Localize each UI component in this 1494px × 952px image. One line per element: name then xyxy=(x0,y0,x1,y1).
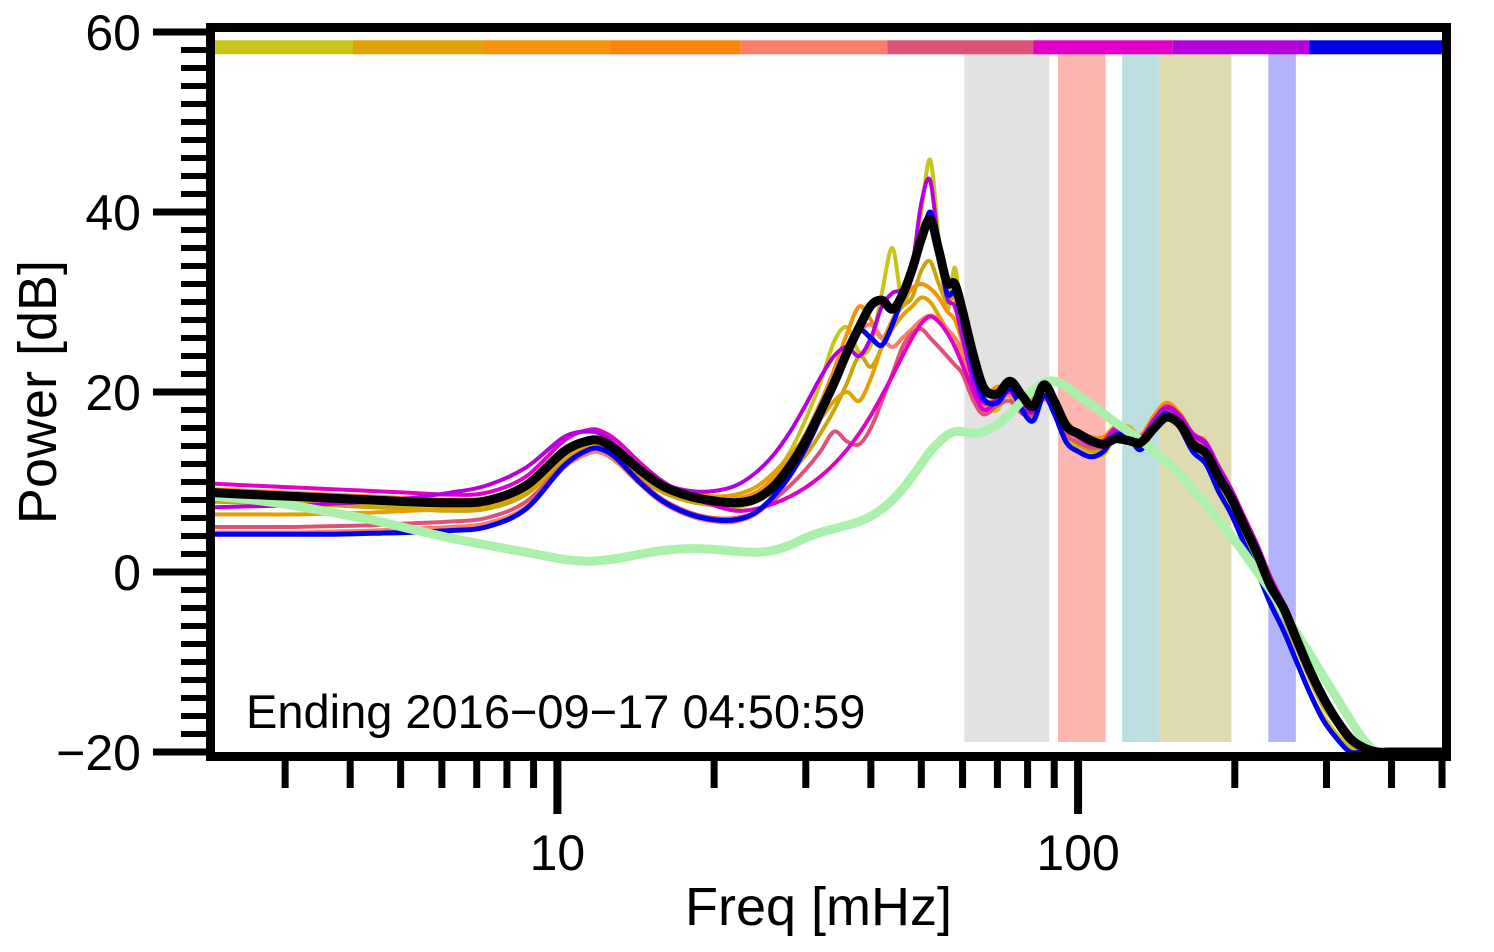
colorbar-seg-4 xyxy=(609,40,741,55)
x-axis-title: Freq [mHz] xyxy=(685,877,952,937)
ending-annotation-text: Ending 2016−09−17 04:50:59 xyxy=(246,685,865,738)
band-cyan xyxy=(1122,52,1159,742)
colorbar-seg-2 xyxy=(352,40,484,55)
x-tick-label: 10 xyxy=(530,825,586,881)
y-tick-label: 60 xyxy=(85,5,141,61)
colorbar-seg-5 xyxy=(740,40,888,55)
colorbar-seg-1 xyxy=(215,40,353,55)
colorbar-seg-7 xyxy=(1033,40,1173,55)
x-tick-label: 100 xyxy=(1036,825,1119,881)
y-tick-label: 0 xyxy=(113,545,141,601)
y-tick-label: 40 xyxy=(85,185,141,241)
curve-mean xyxy=(215,214,1442,752)
y-tick-label: 20 xyxy=(85,365,141,421)
colorbar-seg-9 xyxy=(1309,40,1442,55)
band-khaki xyxy=(1158,52,1232,742)
colorbar-seg-8 xyxy=(1172,40,1310,55)
colorbar-seg-3 xyxy=(483,40,610,55)
y-axis-title: Power [dB] xyxy=(8,260,68,524)
colorbar-seg-6 xyxy=(887,40,1034,55)
y-tick-label: −20 xyxy=(56,725,141,781)
